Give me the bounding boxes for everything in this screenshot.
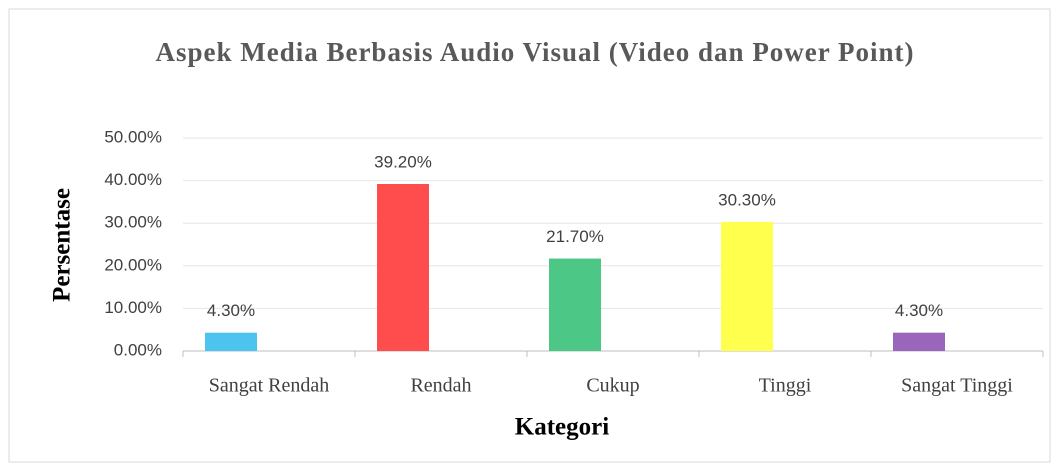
x-tick-label: Sangat Tinggi (901, 375, 1013, 397)
value-label: 4.30% (207, 301, 255, 320)
value-label: 21.70% (546, 227, 604, 246)
y-tick-label: 10.00% (104, 298, 162, 317)
chart-title: Aspek Media Berbasis Audio Visual (Video… (155, 37, 915, 67)
y-tick-label: 50.00% (104, 127, 162, 146)
chart-border (8, 8, 1051, 463)
bar (893, 332, 945, 351)
bar (377, 184, 429, 351)
x-tick-label: Rendah (410, 375, 471, 397)
x-axis-label: Kategori (515, 414, 609, 441)
y-tick-label: 20.00% (104, 255, 162, 274)
y-axis-label: Persentase (49, 188, 76, 302)
x-tick-label: Cukup (586, 375, 639, 397)
bar (721, 221, 773, 351)
y-tick-label: 0.00% (114, 340, 162, 359)
value-label: 30.30% (718, 190, 776, 209)
x-tick-label: Sangat Rendah (209, 375, 330, 397)
bar (549, 258, 601, 351)
bar (205, 332, 257, 351)
value-label: 39.20% (374, 152, 432, 171)
value-label: 4.30% (895, 301, 943, 320)
x-tick-label: Tinggi (759, 375, 812, 397)
y-tick-label: 30.00% (104, 213, 162, 232)
y-tick-label: 40.00% (104, 170, 162, 189)
